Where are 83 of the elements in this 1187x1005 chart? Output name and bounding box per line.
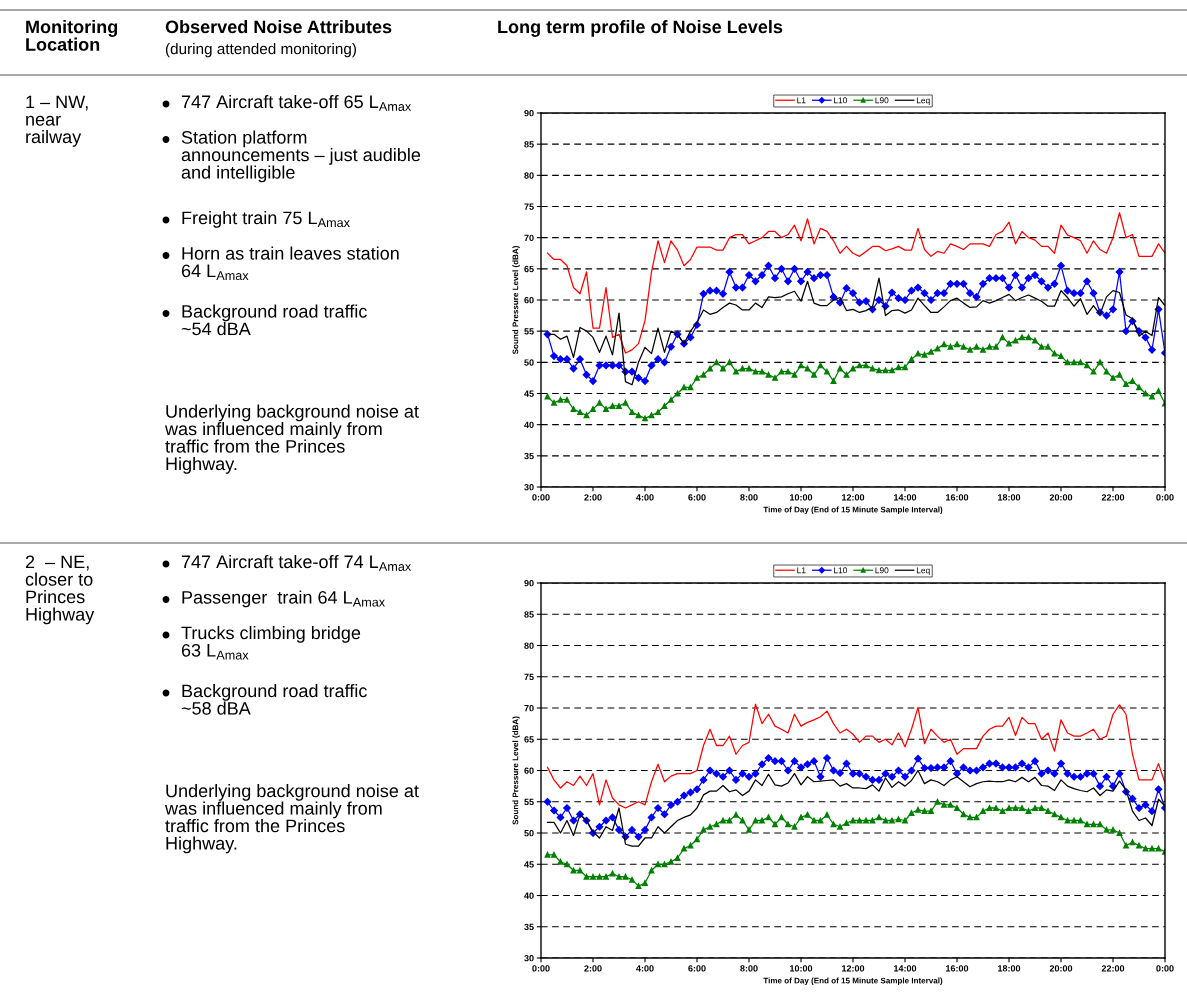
y-tick-label: 90 <box>524 109 534 117</box>
x-tick-label: 12:00 <box>842 494 865 501</box>
y-tick-label: 85 <box>524 611 534 618</box>
y-tick-label: 70 <box>524 704 534 712</box>
y-tick-label: 55 <box>524 798 534 806</box>
x-tick-label: 18:00 <box>998 965 1021 972</box>
x-tick-label: 2:00 <box>584 494 602 501</box>
y-tick-label: 60 <box>524 296 534 304</box>
text: Underlying background noise at was influenced mainly from traffic from the Princes Highway. <box>164 404 419 474</box>
x-tick-label: 16:00 <box>946 494 969 501</box>
text: Passenger train 64 L$_{Amax}$ <box>182 590 385 608</box>
x-tick-label: 4:00 <box>636 965 654 972</box>
legend-label: L90 <box>875 567 889 574</box>
y-tick-label: 90 <box>524 579 534 587</box>
y-tick-label: 45 <box>524 861 534 868</box>
x-tick-label: 0:00 <box>532 494 550 501</box>
y-tick-label: 60 <box>524 767 534 774</box>
y-tick-label: 35 <box>524 923 534 931</box>
y-axis-title: Sound Pressure Level (dBA) <box>512 246 520 355</box>
legend-label: L1 <box>797 567 806 574</box>
text: 2 – NE, closer to Princes Highway <box>25 555 95 625</box>
y-tick-label: 35 <box>524 452 534 460</box>
y-tick-label: 65 <box>524 736 534 743</box>
y-tick-label: 40 <box>524 421 534 429</box>
y-tick-label: 65 <box>524 265 534 273</box>
x-tick-label: 14:00 <box>894 494 917 501</box>
text: 747 Aircraft take-off 65 L$_{Amax}$ <box>181 94 412 111</box>
text: Background road traffic ~58 dBA <box>181 684 367 715</box>
legend-label: L90 <box>875 97 889 104</box>
text: Horn as train leaves station 64 L$_{Amax}$ <box>181 246 399 281</box>
x-tick-label: 2:00 <box>584 965 602 972</box>
x-tick-label: 22:00 <box>1101 965 1125 972</box>
y-tick-label: 50 <box>524 359 534 366</box>
text: Long term profile of Noise Levels <box>498 20 783 37</box>
x-tick-label: 0:00 <box>1156 965 1174 972</box>
x-tick-label: 14:00 <box>894 965 917 972</box>
x-tick-label: 8:00 <box>740 965 758 972</box>
x-tick-label: 12:00 <box>842 965 865 972</box>
x-tick-label: 0:00 <box>532 965 550 972</box>
x-tick-label: 0:00 <box>1156 494 1174 501</box>
y-tick-label: 75 <box>524 673 534 681</box>
y-tick-label: 30 <box>524 954 534 962</box>
x-tick-label: 6:00 <box>688 494 706 501</box>
text: (during attended monitoring) <box>165 43 356 58</box>
x-tick-label: 22:00 <box>1101 494 1125 501</box>
line-series <box>546 703 1165 809</box>
y-axis-title: Sound Pressure Level (dBA) <box>512 716 520 825</box>
x-axis-title: Time of Day (End of 15 Minute Sample Interval) <box>763 977 943 986</box>
y-tick-label: 85 <box>524 141 534 148</box>
text: Underlying background noise at was influenced mainly from traffic from the Princes Highway. <box>164 784 419 854</box>
legend-label: L1 <box>797 97 806 104</box>
legend-label: L10 <box>834 567 848 574</box>
y-tick-label: 70 <box>524 234 534 242</box>
text: 1 – NW, near railway <box>26 95 88 147</box>
y-tick-label: 80 <box>524 172 534 179</box>
x-tick-label: 20:00 <box>1049 494 1073 501</box>
text: Station platform announcements – just audible and intelligible <box>181 130 421 183</box>
x-tick-label: 8:00 <box>740 494 758 501</box>
y-tick-label: 80 <box>524 642 534 649</box>
text: 747 Aircraft take-off 74 L$_{Amax}$ <box>181 554 412 571</box>
legend-label: Leq <box>916 567 930 575</box>
x-tick-label: 10:00 <box>790 965 813 972</box>
text: Observed Noise Attributes <box>165 20 392 34</box>
legend-label: Leq <box>916 97 930 105</box>
text: Trucks climbing bridge 63 L$_{Amax}$ <box>181 626 361 660</box>
x-axis-title: Time of Day (End of 15 Minute Sample Interval) <box>763 506 943 515</box>
line-series <box>546 212 1165 354</box>
x-tick-label: 18:00 <box>998 494 1021 501</box>
text: Background road traffic ~54 dBA <box>181 304 367 336</box>
x-tick-label: 20:00 <box>1049 965 1073 972</box>
y-tick-label: 50 <box>524 829 534 837</box>
text: Freight train 75 L$_{Amax}$ <box>182 211 350 228</box>
y-tick-label: 30 <box>524 483 534 491</box>
x-tick-label: 6:00 <box>688 965 706 972</box>
y-tick-label: 40 <box>524 892 534 899</box>
y-tick-label: 75 <box>524 203 534 210</box>
legend-label: L10 <box>834 97 848 104</box>
y-tick-label: 55 <box>524 328 534 335</box>
x-tick-label: 16:00 <box>946 965 969 972</box>
x-tick-label: 10:00 <box>790 494 813 501</box>
text: Monitoring Location <box>26 20 118 51</box>
y-tick-label: 45 <box>524 390 534 397</box>
x-tick-label: 4:00 <box>636 494 654 501</box>
